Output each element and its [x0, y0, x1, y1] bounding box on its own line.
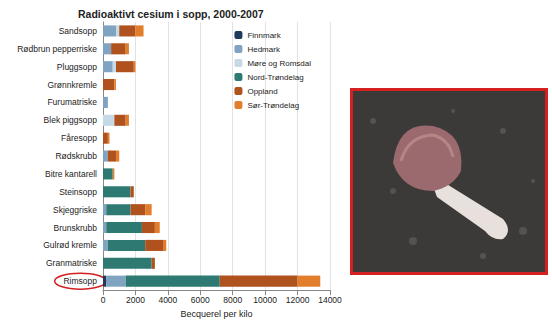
- svg-text:Skjeggriske: Skjeggriske: [53, 205, 97, 215]
- svg-text:Grønnkremle: Grønnkremle: [47, 80, 97, 90]
- svg-text:Pluggsopp: Pluggsopp: [57, 62, 97, 72]
- svg-text:Brunskrubb: Brunskrubb: [54, 223, 98, 233]
- svg-text:Rødbrun pepperriske: Rødbrun pepperriske: [17, 44, 97, 54]
- svg-text:Rimsopp: Rimsopp: [63, 276, 97, 286]
- svg-text:Finnmark: Finnmark: [247, 31, 281, 40]
- svg-text:Radioaktivt cesium i sopp, 200: Radioaktivt cesium i sopp, 2000-2007: [78, 8, 264, 20]
- svg-text:Bitre kantarell: Bitre kantarell: [45, 169, 97, 179]
- svg-text:Furumatriske: Furumatriske: [47, 97, 97, 107]
- svg-text:Granmatriske: Granmatriske: [46, 258, 97, 268]
- svg-text:Nord-Trøndelag: Nord-Trøndelag: [247, 73, 303, 82]
- svg-text:12000: 12000: [286, 295, 310, 305]
- svg-text:Fåresopp: Fåresopp: [61, 133, 97, 143]
- svg-text:Rødskrubb: Rødskrubb: [55, 151, 97, 161]
- svg-text:Oppland: Oppland: [247, 87, 277, 96]
- svg-text:4000: 4000: [158, 295, 177, 305]
- svg-text:Hedmark: Hedmark: [247, 45, 280, 54]
- svg-text:6000: 6000: [191, 295, 210, 305]
- svg-text:8000: 8000: [223, 295, 242, 305]
- svg-text:Becquerel per kilo: Becquerel per kilo: [180, 309, 252, 319]
- svg-text:0: 0: [101, 295, 106, 305]
- svg-text:14000: 14000: [318, 295, 342, 305]
- svg-text:Sandsopp: Sandsopp: [59, 26, 98, 36]
- svg-text:Møre og Romsdal: Møre og Romsdal: [247, 59, 311, 68]
- svg-text:Blek piggsopp: Blek piggsopp: [44, 115, 98, 125]
- svg-text:Sør-Trøndelag: Sør-Trøndelag: [247, 101, 299, 110]
- svg-text:2000: 2000: [126, 295, 145, 305]
- svg-text:Gulrød kremle: Gulrød kremle: [43, 240, 97, 250]
- svg-text:10000: 10000: [253, 295, 277, 305]
- svg-text:Steinsopp: Steinsopp: [59, 187, 97, 197]
